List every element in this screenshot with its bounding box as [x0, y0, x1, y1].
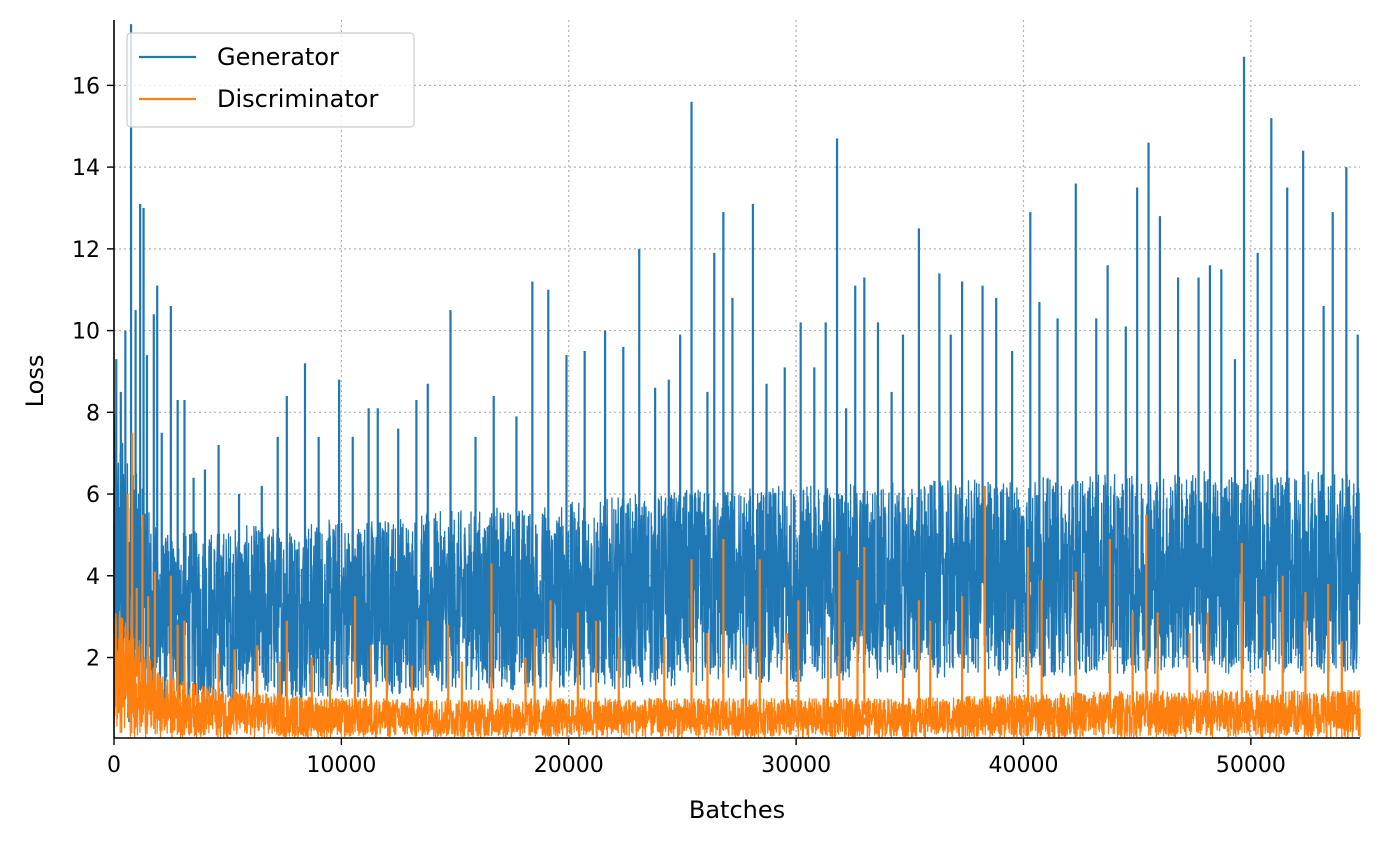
y-ticks: 2 4 6 8 10 12 14 16	[72, 74, 114, 671]
x-tick-label: 20000	[534, 753, 604, 778]
legend-label-discriminator: Discriminator	[217, 85, 378, 113]
legend-box	[126, 32, 415, 128]
axes	[113, 20, 1360, 739]
y-tick-label: 12	[72, 238, 100, 263]
y-tick-label: 14	[72, 156, 100, 181]
series-generator	[113, 24, 1361, 723]
x-axis-title: Batches	[689, 796, 785, 824]
y-tick-label: 10	[72, 320, 100, 345]
y-tick-label: 4	[86, 565, 100, 590]
series-discriminator	[113, 432, 1361, 738]
x-tick-label: 40000	[988, 753, 1058, 778]
x-tick-label: 10000	[306, 753, 376, 778]
x-tick-label: 0	[107, 753, 121, 778]
y-tick-label: 16	[72, 74, 100, 99]
legend-label-generator: Generator	[217, 43, 339, 71]
series-line-discriminator	[113, 610, 1361, 738]
x-tick-label: 30000	[761, 753, 831, 778]
y-tick-label: 2	[86, 646, 100, 671]
y-axis-title: Loss	[21, 355, 49, 408]
legend: Generator Discriminator	[126, 32, 415, 128]
y-tick-label: 6	[86, 483, 100, 508]
plot-area	[113, 24, 1361, 738]
x-ticks: 0 10000 20000 30000 40000 50000	[107, 738, 1286, 778]
series-line-generator	[113, 414, 1361, 723]
x-tick-label: 50000	[1216, 753, 1286, 778]
y-tick-label: 8	[86, 401, 100, 426]
